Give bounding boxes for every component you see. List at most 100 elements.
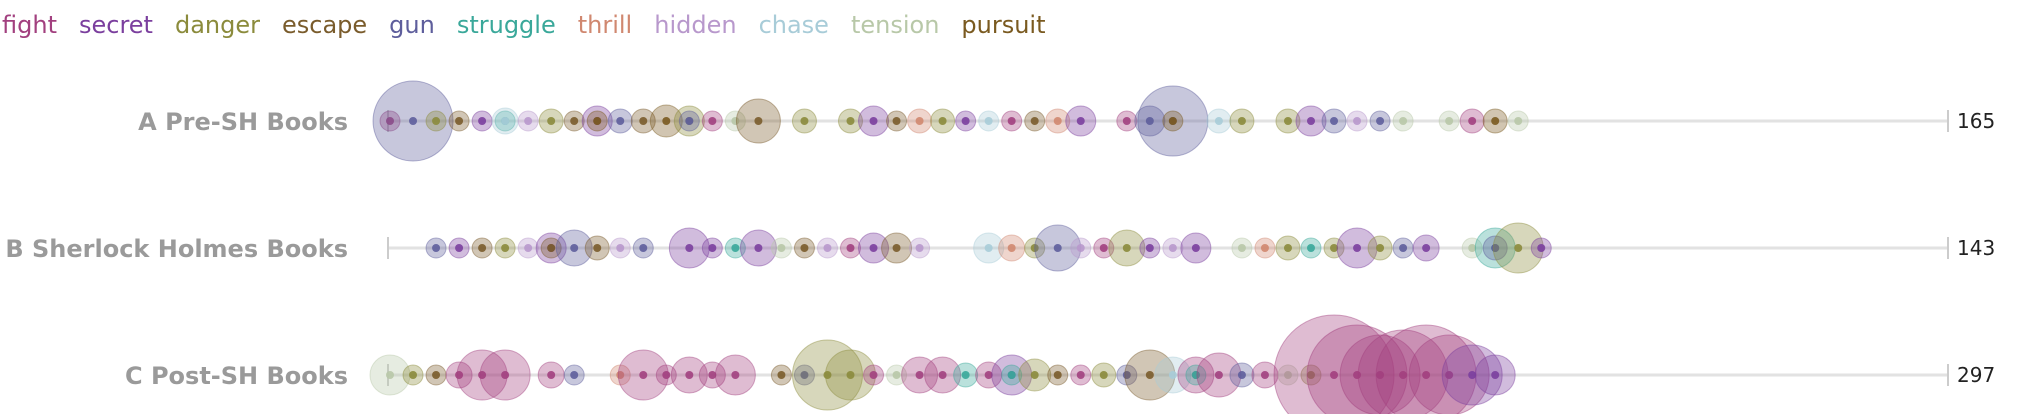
bubble-center-secret xyxy=(708,244,717,252)
bubble-center-fight xyxy=(915,371,924,379)
bubble-center-hidden xyxy=(524,244,533,252)
bubble-center-fight xyxy=(547,371,556,379)
bubble-center-gun xyxy=(432,244,441,252)
row-total: 143 xyxy=(1957,236,1995,260)
bubble-center-fight xyxy=(846,244,855,252)
bubble-center-danger xyxy=(1376,244,1385,252)
bubble-center-thrill xyxy=(1053,117,1062,125)
bubble-center-fight xyxy=(1376,371,1385,379)
bubble-center-danger xyxy=(938,117,947,125)
bubble-center-danger xyxy=(409,371,418,379)
legend-item-secret: secret xyxy=(78,11,153,39)
bubble-center-secret xyxy=(478,117,487,125)
bubble-center-tension xyxy=(731,117,740,125)
bubble-center-chase xyxy=(984,117,993,125)
bubble-center-fight xyxy=(708,117,717,125)
bubble-center-secret xyxy=(1468,371,1477,379)
bubble-center-fight xyxy=(938,371,947,379)
bubble-center-fight xyxy=(869,371,878,379)
bubble-center-tension xyxy=(1445,117,1454,125)
bubble-center-danger xyxy=(1122,244,1131,252)
bubble-center-escape xyxy=(800,244,809,252)
bubble-center-secret xyxy=(754,244,763,252)
bubble-center-fight xyxy=(708,371,717,379)
bubble-center-hidden xyxy=(524,117,533,125)
bubble-center-struggle xyxy=(1007,371,1016,379)
bubble-center-tension xyxy=(892,371,901,379)
legend: fight secret danger escape gun struggle thrill… xyxy=(2,8,1046,42)
bubble-center-fight xyxy=(662,371,671,379)
bubble-center-danger xyxy=(1330,244,1339,252)
bubble-center-escape xyxy=(593,244,602,252)
bubble-center-danger xyxy=(846,371,855,379)
bubble-center-danger xyxy=(846,117,855,125)
bubble-center-tension xyxy=(1514,117,1523,125)
bubble-center-danger xyxy=(1307,371,1315,379)
bubble-center-escape xyxy=(639,117,648,125)
bubble-center-gun xyxy=(1122,371,1131,379)
bubble-center-fight xyxy=(984,371,993,379)
chart-row-1: B Sherlock Holmes Books 143 xyxy=(5,222,1995,274)
bubble-center-gun xyxy=(1491,244,1500,252)
bubble-center-escape xyxy=(478,244,487,252)
bubble-center-fight xyxy=(731,371,740,379)
legend-item-danger: danger xyxy=(174,11,260,39)
row-label: A Pre-SH Books xyxy=(138,108,348,136)
bubble-center-danger xyxy=(1030,244,1039,252)
bubble-center-secret xyxy=(961,117,970,125)
bubble-center-fight xyxy=(386,117,394,125)
bubble-center-fight xyxy=(685,371,694,379)
bubble-center-gun xyxy=(1330,117,1339,125)
legend-item-thrill: thrill xyxy=(577,11,633,39)
bubble-center-escape xyxy=(1053,371,1062,379)
bubble-center-gun xyxy=(570,371,579,379)
bubble-center-danger xyxy=(823,371,832,379)
bubble-center-hidden xyxy=(1353,117,1362,125)
bubble-center-gun xyxy=(1053,244,1062,252)
bubble-center-fight xyxy=(1399,371,1408,379)
bubble-center-danger xyxy=(1283,117,1292,125)
row-label: B Sherlock Holmes Books xyxy=(5,235,348,263)
legend-item-gun: gun xyxy=(389,11,435,39)
bubble-center-pursuit xyxy=(1168,117,1177,125)
bubble-center-tension xyxy=(1468,244,1477,252)
bubble-center-pursuit xyxy=(662,117,671,125)
bubble-center-escape xyxy=(777,371,786,379)
bubble-center-fight xyxy=(1099,244,1108,252)
bubble-center-fight xyxy=(639,371,648,379)
bubble-center-fight xyxy=(1445,371,1454,379)
row-label: C Post-SH Books xyxy=(125,362,348,390)
bubble-center-thrill xyxy=(1007,244,1016,252)
bubble-center-hidden xyxy=(915,244,924,252)
bubble-center-secret xyxy=(1076,117,1085,125)
bubble-center-hidden xyxy=(1076,244,1085,252)
bubble-center-secret xyxy=(869,244,878,252)
bubble-center-fight xyxy=(1260,371,1269,379)
bubble-center-hidden xyxy=(1168,244,1177,252)
bubble-center-tension xyxy=(777,244,786,252)
bubble-center-escape xyxy=(754,117,763,125)
legend-item-tension: tension xyxy=(850,11,940,39)
bubble-center-fight xyxy=(1122,117,1131,125)
bubble-center-thrill xyxy=(915,117,924,125)
bubble-center-escape xyxy=(547,244,556,252)
bubble-center-danger xyxy=(501,244,510,252)
bubble-center-secret xyxy=(1422,244,1431,252)
bubble-center-fight xyxy=(1330,371,1339,379)
bubble-center-chase xyxy=(984,244,993,252)
bubble-center-gun xyxy=(616,117,625,125)
bubble-center-gun xyxy=(1376,117,1385,125)
bubble-center-danger xyxy=(1514,244,1523,252)
bubble-center-thrill xyxy=(1260,244,1269,252)
bubble-center-fight xyxy=(501,371,510,379)
bubble-center-pursuit xyxy=(1491,117,1500,125)
bubble-center-struggle xyxy=(1191,371,1200,379)
bubble-center-danger xyxy=(1237,117,1246,125)
bubble-center-tension xyxy=(386,371,394,379)
bubble-center-secret xyxy=(1537,244,1546,252)
bubble-center-gun xyxy=(1399,244,1408,252)
bubble-center-escape xyxy=(892,117,901,125)
bubble-center-danger xyxy=(432,117,441,125)
bubble-center-secret xyxy=(1353,244,1362,252)
bubble-center-struggle xyxy=(961,371,970,379)
